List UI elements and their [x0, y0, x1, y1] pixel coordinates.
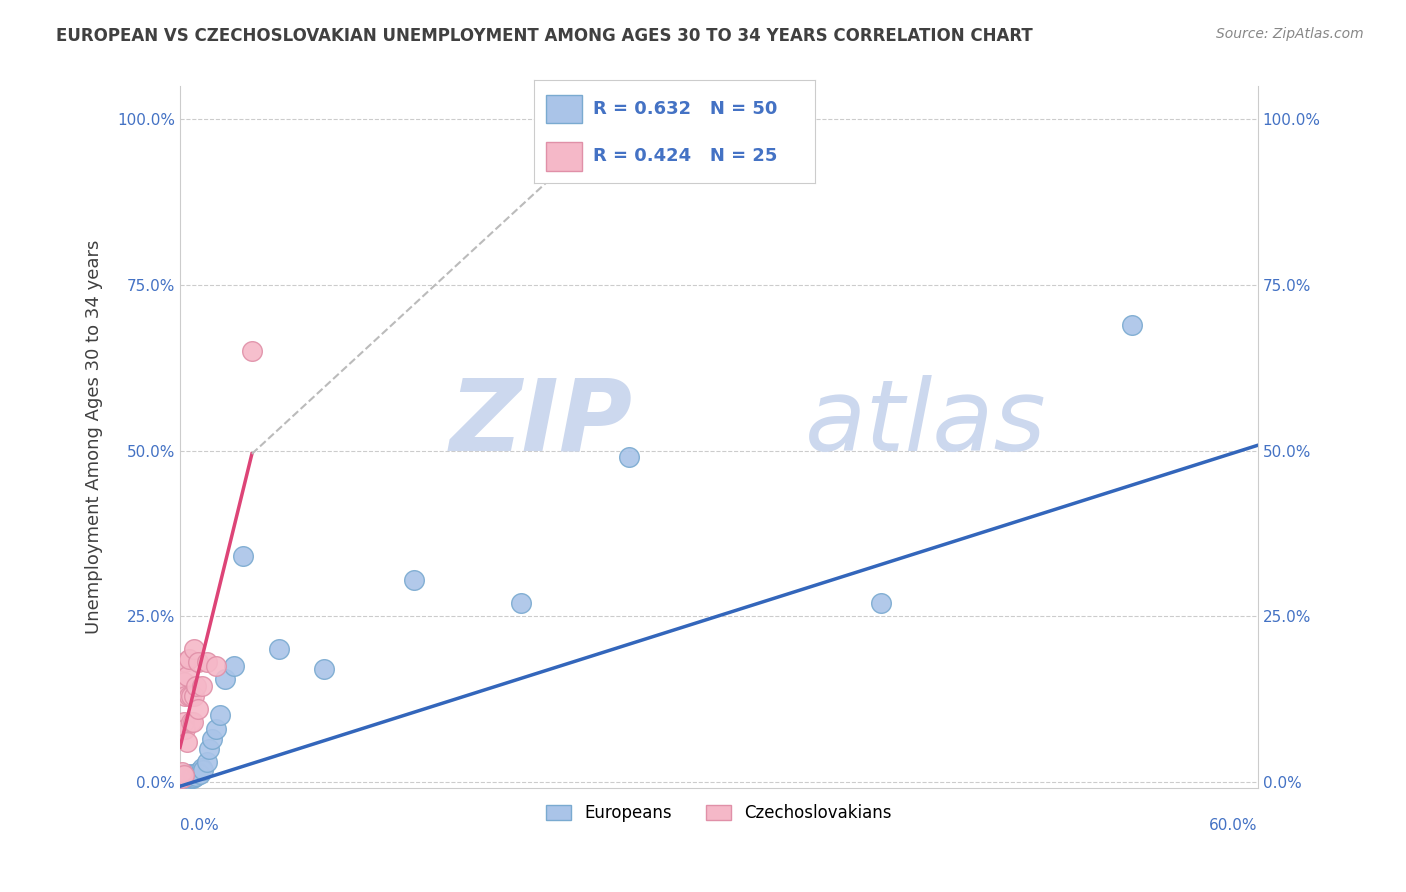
Point	[170, 772, 193, 787]
Point	[170, 772, 193, 786]
Point	[173, 675, 195, 690]
Point	[183, 642, 205, 657]
Point	[173, 772, 195, 786]
Point	[232, 549, 254, 564]
Point	[180, 714, 202, 729]
Point	[174, 772, 197, 787]
Point	[183, 689, 205, 703]
Point	[201, 731, 224, 746]
Point	[267, 642, 290, 657]
Point	[214, 672, 236, 686]
Point	[510, 596, 533, 610]
Point	[187, 702, 209, 716]
Point	[198, 741, 221, 756]
Point	[174, 689, 197, 703]
Point	[869, 596, 891, 610]
Legend: Europeans, Czechoslovakians: Europeans, Czechoslovakians	[540, 797, 898, 829]
Point	[176, 769, 198, 783]
Point	[174, 772, 197, 786]
Point	[174, 770, 197, 784]
Point	[173, 768, 195, 782]
Point	[181, 772, 204, 786]
Point	[187, 656, 209, 670]
Point	[190, 761, 212, 775]
Point	[186, 769, 208, 783]
Point	[240, 344, 263, 359]
Point	[170, 771, 193, 785]
Text: atlas: atlas	[806, 375, 1047, 472]
Point	[312, 662, 335, 676]
Point	[177, 652, 200, 666]
FancyBboxPatch shape	[546, 95, 582, 123]
Text: Source: ZipAtlas.com: Source: ZipAtlas.com	[1216, 27, 1364, 41]
Point	[174, 656, 197, 670]
Point	[181, 768, 204, 782]
Point	[177, 766, 200, 780]
Point	[170, 769, 193, 783]
Point	[176, 772, 198, 786]
Point	[173, 772, 195, 786]
Point	[173, 766, 195, 780]
Point	[174, 768, 197, 782]
Point	[205, 722, 228, 736]
Point	[617, 450, 640, 465]
Text: ZIP: ZIP	[450, 375, 633, 472]
Point	[205, 658, 228, 673]
Point	[180, 689, 202, 703]
Point	[177, 772, 200, 786]
Text: R = 0.632   N = 50: R = 0.632 N = 50	[593, 100, 778, 118]
Point	[176, 735, 198, 749]
Point	[181, 714, 204, 729]
FancyBboxPatch shape	[546, 142, 582, 170]
Point	[177, 772, 200, 786]
Point	[177, 768, 200, 782]
Text: R = 0.424   N = 25: R = 0.424 N = 25	[593, 147, 778, 165]
Text: EUROPEAN VS CZECHOSLOVAKIAN UNEMPLOYMENT AMONG AGES 30 TO 34 YEARS CORRELATION C: EUROPEAN VS CZECHOSLOVAKIAN UNEMPLOYMENT…	[56, 27, 1033, 45]
Point	[174, 769, 197, 783]
Point	[1121, 318, 1143, 332]
Text: 0.0%: 0.0%	[180, 818, 219, 833]
Point	[183, 770, 205, 784]
Point	[177, 770, 200, 784]
Point	[188, 766, 211, 780]
Y-axis label: Unemployment Among Ages 30 to 34 years: Unemployment Among Ages 30 to 34 years	[86, 240, 103, 634]
Point	[190, 679, 212, 693]
Point	[180, 771, 202, 785]
Point	[176, 668, 198, 682]
Point	[187, 764, 209, 779]
Point	[208, 708, 231, 723]
Point	[170, 764, 193, 779]
Point	[173, 770, 195, 784]
Point	[402, 573, 425, 587]
Point	[186, 679, 208, 693]
Point	[177, 689, 200, 703]
Point	[173, 714, 195, 729]
Point	[174, 722, 197, 736]
Point	[193, 763, 215, 777]
Point	[222, 658, 245, 673]
Text: 60.0%: 60.0%	[1209, 818, 1258, 833]
Point	[174, 771, 197, 785]
Point	[176, 772, 198, 787]
Point	[170, 768, 193, 782]
Point	[195, 656, 218, 670]
Point	[180, 769, 202, 783]
Point	[195, 755, 218, 769]
Point	[176, 769, 198, 783]
Point	[183, 766, 205, 780]
Point	[170, 772, 193, 786]
Point	[173, 769, 195, 783]
